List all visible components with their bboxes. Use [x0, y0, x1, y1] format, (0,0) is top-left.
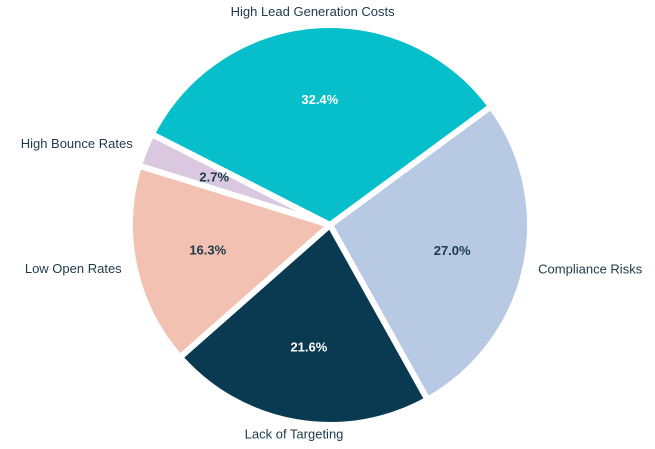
category-label: High Lead Generation Costs — [231, 4, 396, 19]
category-label: Lack of Targeting — [245, 426, 344, 441]
value-label: 2.7% — [199, 169, 229, 184]
pie-slice — [176, 222, 431, 428]
pie-slice — [136, 131, 333, 228]
value-label: 32.4% — [301, 92, 338, 107]
pie-slice — [327, 103, 533, 403]
category-label: Compliance Risks — [538, 262, 643, 277]
category-label: Low Open Rates — [25, 261, 122, 276]
value-label: 27.0% — [434, 243, 471, 258]
pie-slice — [127, 162, 333, 361]
value-label: 16.3% — [189, 243, 226, 258]
value-label: 21.6% — [290, 340, 327, 355]
category-label: High Bounce Rates — [21, 136, 134, 151]
